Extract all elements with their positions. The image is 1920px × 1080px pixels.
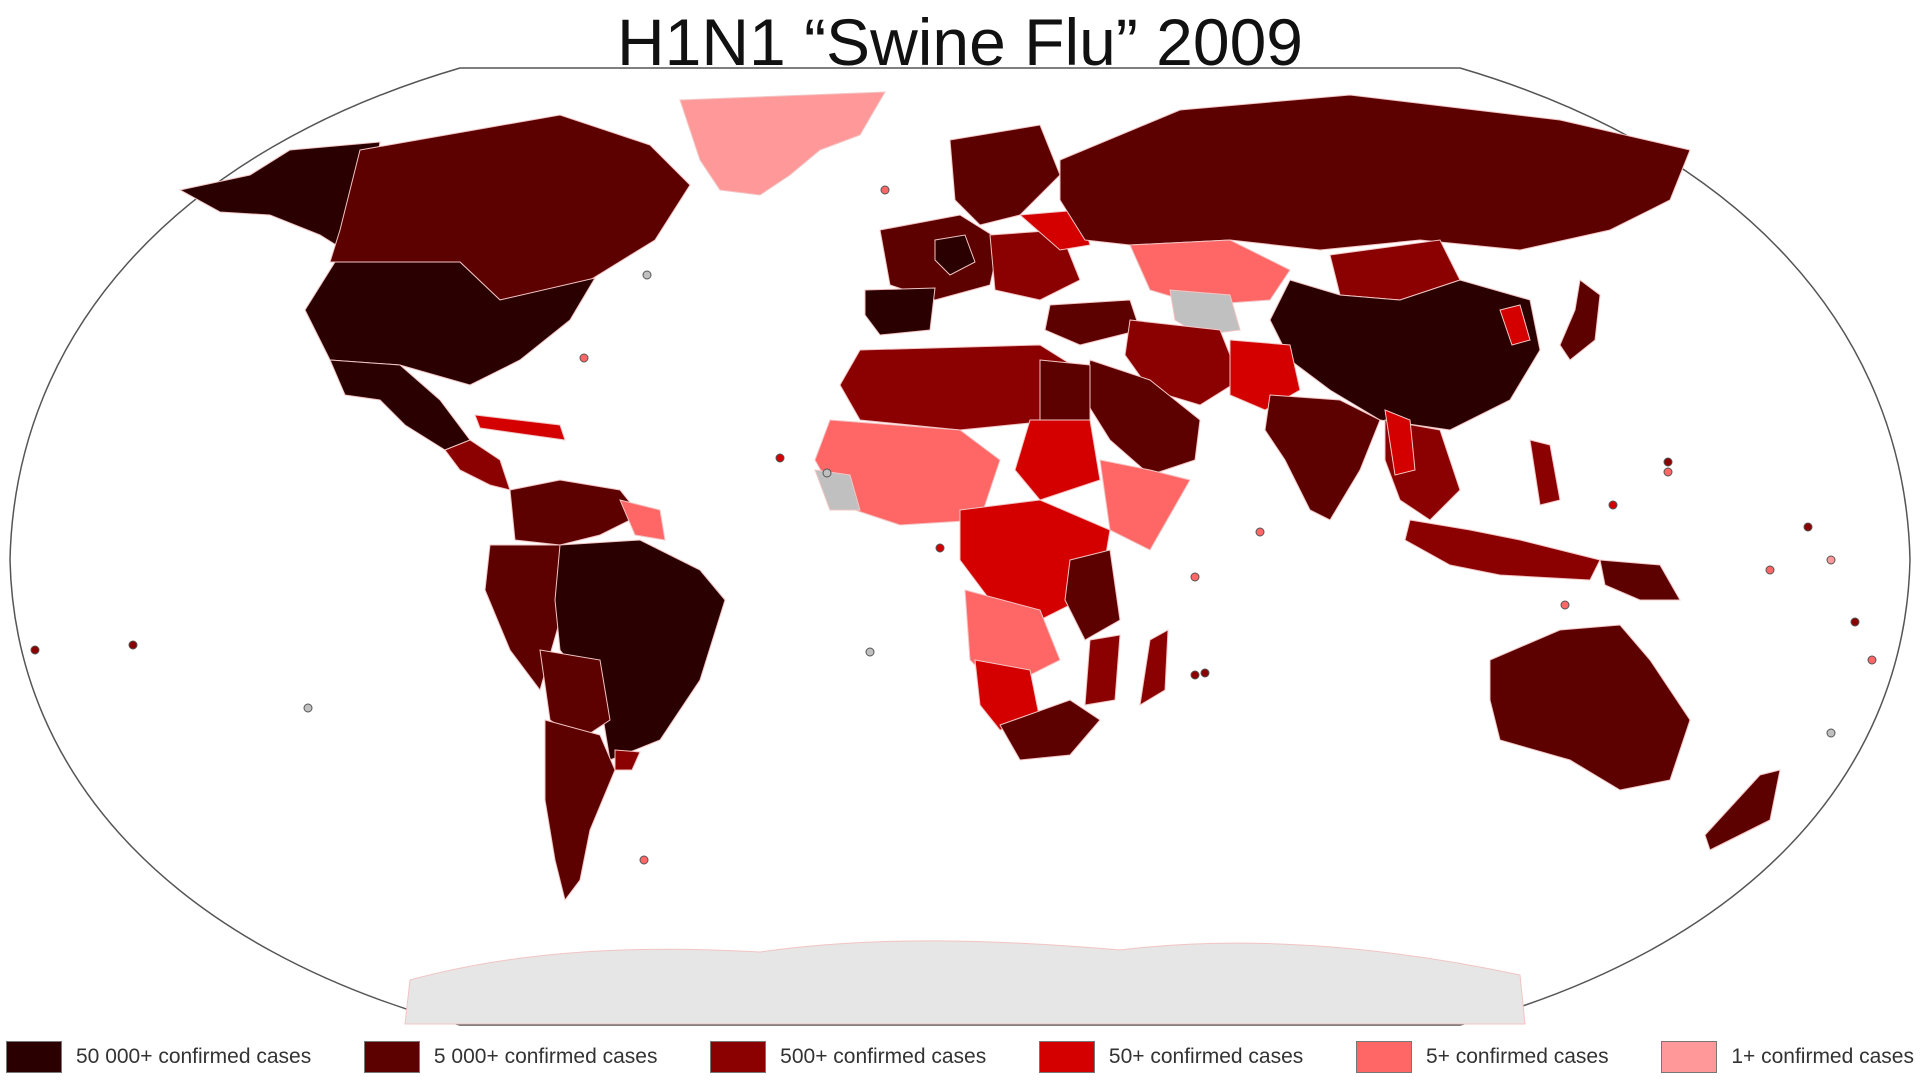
island-marker: [1765, 565, 1775, 575]
region-south-africa: [999, 699, 1101, 761]
island-marker: [1663, 457, 1673, 467]
legend-swatch: [1038, 1041, 1095, 1073]
region-australia: [1489, 624, 1691, 791]
island-marker: [822, 468, 832, 478]
island-marker: [775, 453, 785, 463]
region-colombia-venezuela: [509, 479, 641, 546]
legend-item: 500+ confirmed cases: [710, 1041, 986, 1073]
legend-label: 50 000+ confirmed cases: [76, 1045, 312, 1068]
island-marker: [1826, 555, 1836, 565]
region-guianas: [619, 499, 666, 541]
island-marker: [935, 543, 945, 553]
island-marker: [1867, 655, 1877, 665]
legend-item: 5 000+ confirmed cases: [363, 1041, 658, 1073]
legend-item: 5+ confirmed cases: [1355, 1041, 1609, 1073]
legend-swatch: [363, 1041, 420, 1073]
legend-label: 5+ confirmed cases: [1425, 1045, 1609, 1068]
region-iberia: [864, 287, 936, 336]
region-indonesia: [1404, 519, 1601, 581]
world-map: [9, 67, 1911, 1026]
region-egypt: [1039, 359, 1091, 421]
map-legend: 50 000+ confirmed cases 5 000+ confirmed…: [0, 1040, 1920, 1074]
region-argentina-chile: [544, 719, 616, 902]
island-marker: [880, 185, 890, 195]
island-marker: [1663, 467, 1673, 477]
island-marker: [1803, 522, 1813, 532]
legend-swatch: [6, 1041, 62, 1073]
island-marker: [1255, 527, 1265, 537]
region-kazakhstan: [1129, 239, 1291, 306]
island-marker: [642, 270, 652, 280]
island-marker: [1850, 617, 1860, 627]
region-russia: [1059, 94, 1691, 251]
region-bolivia-paraguay: [539, 649, 611, 741]
region-horn-of-africa: [1099, 459, 1191, 551]
region-mozambique: [1084, 634, 1121, 706]
legend-item: 50 000+ confirmed cases: [6, 1041, 311, 1073]
region-caribbean: [474, 414, 566, 441]
legend-swatch: [1661, 1041, 1718, 1073]
region-germany: [934, 234, 976, 276]
region-myanmar: [1384, 409, 1416, 476]
island-marker: [639, 855, 649, 865]
region-usa: [304, 261, 597, 386]
legend-item: 50+ confirmed cases: [1038, 1041, 1304, 1073]
legend-swatch: [710, 1041, 767, 1073]
region-papua: [1599, 559, 1681, 601]
island-marker: [303, 703, 313, 713]
region-philippines: [1529, 439, 1561, 506]
island-marker: [30, 645, 40, 655]
region-brazil: [554, 539, 726, 761]
legend-label: 500+ confirmed cases: [780, 1045, 987, 1068]
region-uruguay: [614, 749, 641, 771]
region-east-africa: [1064, 549, 1121, 641]
island-marker: [1190, 670, 1200, 680]
region-sudan: [1014, 419, 1101, 501]
region-madagascar: [1139, 629, 1169, 706]
island-marker: [579, 353, 589, 363]
region-japan: [1559, 279, 1601, 361]
region-korea: [1499, 304, 1531, 346]
region-new-zealand: [1704, 769, 1781, 851]
legend-swatch: [1355, 1041, 1412, 1073]
region-west-africa-nodata: [814, 469, 861, 511]
island-marker: [1826, 728, 1836, 738]
region-north-africa: [839, 344, 1081, 431]
map-title: H1N1 “Swine Flu” 2009: [617, 5, 1303, 79]
island-marker: [1190, 572, 1200, 582]
island-marker: [1560, 600, 1570, 610]
legend-item: 1+ confirmed cases: [1661, 1041, 1914, 1073]
region-greenland: [679, 91, 886, 196]
island-marker: [1200, 668, 1210, 678]
legend-label: 5 000+ confirmed cases: [433, 1045, 658, 1068]
island-marker: [128, 640, 138, 650]
region-antarctica: [404, 940, 1526, 1025]
region-india: [1264, 394, 1381, 521]
legend-label: 1+ confirmed cases: [1731, 1045, 1914, 1068]
island-marker: [865, 647, 875, 657]
region-turkey-levant: [1044, 299, 1141, 346]
legend-label: 50+ confirmed cases: [1108, 1045, 1304, 1068]
region-west-africa: [814, 419, 1001, 526]
island-marker: [1608, 500, 1618, 510]
